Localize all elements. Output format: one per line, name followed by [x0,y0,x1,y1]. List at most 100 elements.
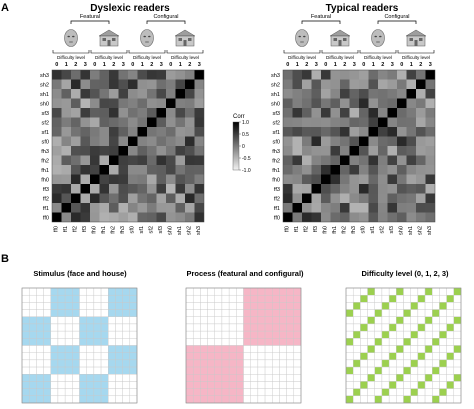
model-cell [345,374,354,382]
heatmap-cell [425,89,435,99]
model-cell [367,323,375,332]
model-cell [72,345,80,353]
model-cell [115,345,123,353]
heatmap-cell [118,127,128,137]
heatmap-cell [156,136,166,146]
heatmap-cell [71,108,81,118]
difficulty-tick: 3 [429,62,432,68]
heatmap-cell [99,155,109,165]
model-cell [396,395,404,404]
typical-title: Typical readers [326,3,399,14]
model-cell [432,352,440,361]
model-cell [200,302,208,310]
model-cell [352,309,361,317]
model-cell [388,395,397,404]
model-cell [279,338,287,346]
model-cell [108,395,116,404]
model-cell [86,352,95,361]
difficulty-tick: 2 [381,62,384,68]
heatmap-cell [61,165,71,175]
model-cell [360,366,368,375]
model-cell [185,309,194,317]
model-cell [192,302,201,310]
model-cell [257,316,266,325]
heatmap-cell [118,136,128,146]
heatmap-cell [330,89,340,99]
heatmap-cell [397,146,407,156]
model-cell [57,381,66,389]
colorbar-gradient [232,121,240,171]
heatmap-cell [194,89,204,99]
model-cell [396,345,404,353]
heatmap-cell [175,165,185,175]
model-cell [410,294,419,303]
heatmap-cell [90,146,100,156]
model-cell [43,381,51,389]
heatmap-cell [368,146,378,156]
model-cell [86,359,95,368]
model-cell [257,381,266,389]
model-cell [272,302,280,310]
heatmap-cell [109,212,119,222]
model-cell [236,287,244,296]
model-cell [439,388,447,397]
model-cell [185,323,194,332]
heatmap-cell [397,165,407,175]
model-cell [21,302,30,310]
model-cell [79,309,87,317]
heatmap-cell [128,174,138,184]
model-cell [21,359,30,368]
model-cell [360,330,368,339]
heatmap-cell [137,174,147,184]
model-cell [214,366,223,375]
heatmap-cell [52,212,62,222]
model-cell [192,338,201,346]
model-cell [264,352,273,361]
model-cell [396,352,404,361]
heatmap-cell [378,127,388,137]
model-cell [424,309,433,317]
model-cell [221,309,230,317]
difficulty-bracket [166,50,204,54]
model-cell [360,302,368,310]
heatmap-cell [52,89,62,99]
model-cell [410,309,419,317]
heatmap-cell [175,70,185,80]
model-cell [410,287,419,296]
heatmap-cell [175,203,185,213]
model-cell [36,323,44,332]
model-cell [72,330,80,339]
heatmap-cell [99,146,109,156]
heatmap-cell [302,127,312,137]
heatmap-cell [71,146,81,156]
model-cell [200,388,208,397]
row-label: fh3 [272,149,280,155]
model-cell [36,374,44,382]
model-cell [100,352,109,361]
heatmap-cell [359,174,369,184]
difficulty-label: Difficulty level [364,55,392,60]
model-cell [207,381,215,389]
model-cell [207,388,215,397]
dyslexic-title: Dyslexic readers [90,3,170,14]
model-cell [185,345,194,353]
heatmap-cell [378,184,388,194]
model-frame [185,287,302,404]
featural-label: Featural [80,14,100,20]
heatmap-cell [359,212,369,222]
heatmap-cell [194,70,204,80]
model-cell [381,388,390,397]
model-cell [21,316,30,325]
model-cell [129,323,138,332]
heatmap-cell [175,108,185,118]
model-cell [221,338,230,346]
heatmap-cell [71,127,81,137]
model-cell [388,294,397,303]
model-cell [57,330,66,339]
model-cell [388,381,397,389]
heatmap-cell [340,203,350,213]
model-cell [374,309,383,317]
heatmap-cell [330,203,340,213]
model-cell [403,359,411,368]
model-cell [108,323,116,332]
